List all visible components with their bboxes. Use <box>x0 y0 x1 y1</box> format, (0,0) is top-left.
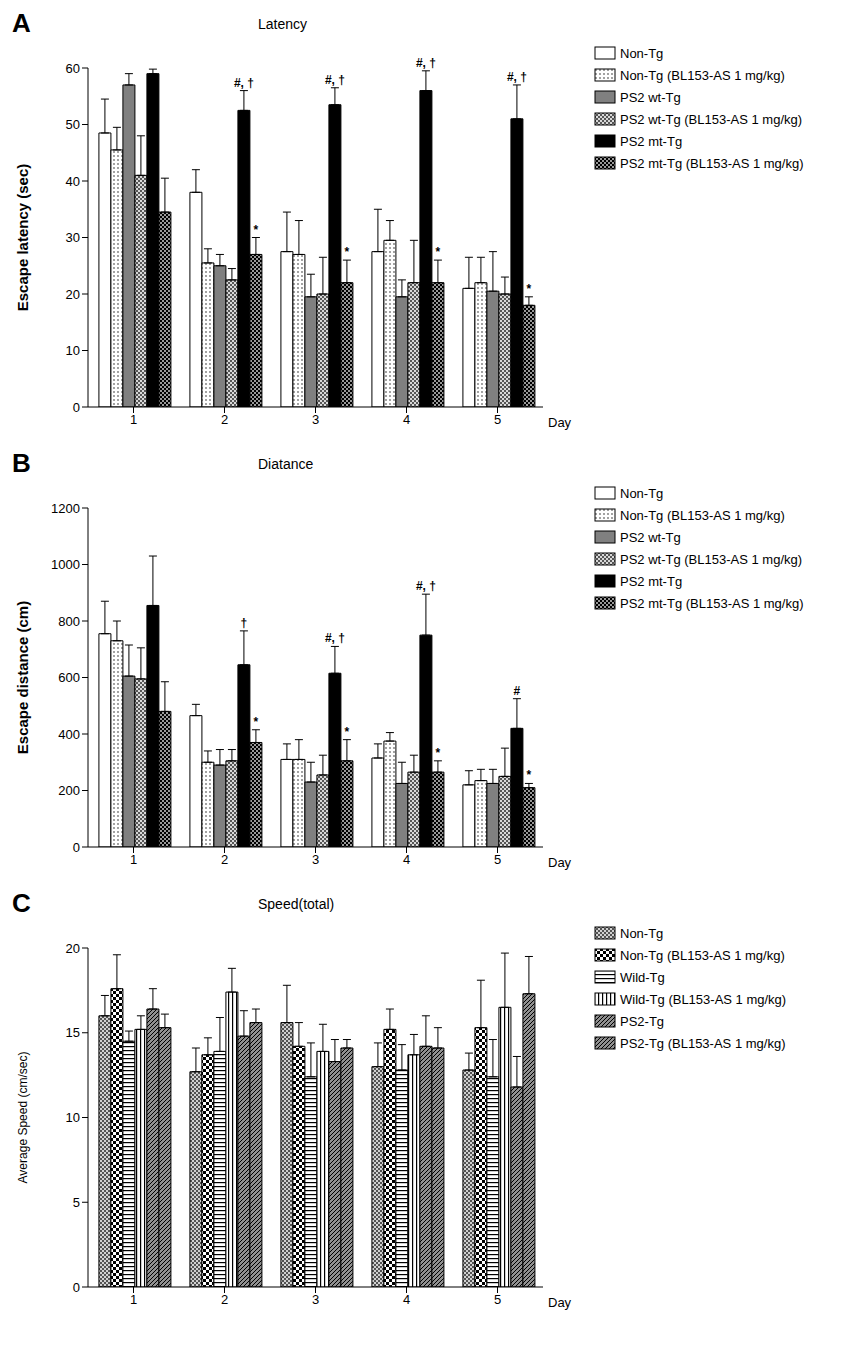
svg-text:#, †: #, † <box>325 73 345 87</box>
svg-text:Average Speed (cm/sec): Average Speed (cm/sec) <box>16 1052 30 1184</box>
svg-text:5: 5 <box>494 1292 501 1307</box>
svg-text:20: 20 <box>66 287 80 302</box>
svg-text:50: 50 <box>66 117 80 132</box>
svg-text:Day: Day <box>548 855 572 870</box>
svg-text:4: 4 <box>403 412 410 427</box>
svg-text:200: 200 <box>58 783 80 798</box>
html-text:PS2 mt-Tg: PS2 mt-Tg <box>620 133 683 149</box>
svg-text:#: # <box>514 684 521 698</box>
html-text:Wild-Tg: Wild-Tg <box>620 969 665 985</box>
html-text:A: A <box>12 8 31 38</box>
svg-text:60: 60 <box>66 61 80 76</box>
svg-text:#, †: #, † <box>507 70 527 84</box>
html-text:PS2 mt-Tg: PS2 mt-Tg <box>620 573 683 589</box>
svg-text:*: * <box>254 715 259 729</box>
svg-text:5: 5 <box>494 412 501 427</box>
svg-text:#, †: #, † <box>325 631 345 645</box>
svg-text:40: 40 <box>66 174 80 189</box>
html-text:Non-Tg: Non-Tg <box>620 485 664 501</box>
svg-text:1: 1 <box>130 412 137 427</box>
html-text:Non-Tg (BL153-AS 1 mg/kg): Non-Tg (BL153-AS 1 mg/kg) <box>620 67 785 83</box>
svg-text:3: 3 <box>312 412 319 427</box>
svg-text:*: * <box>436 746 441 760</box>
html-text:PS2 mt-Tg (BL153-AS 1 mg/kg): PS2 mt-Tg (BL153-AS 1 mg/kg) <box>620 155 804 171</box>
svg-text:2: 2 <box>221 1292 228 1307</box>
html-text:C: C <box>12 888 31 918</box>
html-text:B: B <box>12 448 31 478</box>
svg-text:10: 10 <box>66 343 80 358</box>
svg-text:20: 20 <box>66 941 80 956</box>
svg-text:†: † <box>241 616 248 630</box>
svg-text:Day: Day <box>548 1295 572 1310</box>
svg-text:*: * <box>254 223 259 237</box>
html-text:Non-Tg (BL153-AS 1 mg/kg): Non-Tg (BL153-AS 1 mg/kg) <box>620 947 785 963</box>
svg-text:Escape distance (cm): Escape distance (cm) <box>14 601 31 754</box>
html-text:Non-Tg (BL153-AS 1 mg/kg): Non-Tg (BL153-AS 1 mg/kg) <box>620 507 785 523</box>
svg-text:5: 5 <box>73 1195 80 1210</box>
svg-text:30: 30 <box>66 230 80 245</box>
html-text:PS2 wt-Tg (BL153-AS 1 mg/kg): PS2 wt-Tg (BL153-AS 1 mg/kg) <box>620 551 803 567</box>
html-text:Wild-Tg (BL153-AS 1 mg/kg): Wild-Tg (BL153-AS 1 mg/kg) <box>620 991 787 1007</box>
svg-text:0: 0 <box>73 1280 80 1295</box>
html-text:Diatance: Diatance <box>258 456 314 472</box>
svg-text:5: 5 <box>494 852 501 867</box>
svg-text:4: 4 <box>403 1292 410 1307</box>
svg-text:#, †: #, † <box>416 56 436 70</box>
svg-text:1: 1 <box>130 852 137 867</box>
svg-text:1200: 1200 <box>51 501 80 516</box>
svg-text:0: 0 <box>73 400 80 415</box>
html-text:Non-Tg: Non-Tg <box>620 925 664 941</box>
svg-text:1: 1 <box>130 1292 137 1307</box>
svg-text:Day: Day <box>548 415 572 430</box>
svg-text:3: 3 <box>312 1292 319 1307</box>
html-text:PS2 wt-Tg: PS2 wt-Tg <box>620 529 681 545</box>
svg-text:Escape latency (sec): Escape latency (sec) <box>14 164 31 312</box>
html-text:Non-Tg: Non-Tg <box>620 45 664 61</box>
svg-text:600: 600 <box>58 670 80 685</box>
svg-text:800: 800 <box>58 614 80 629</box>
svg-text:*: * <box>345 245 350 259</box>
svg-text:10: 10 <box>66 1110 80 1125</box>
html-text:PS2 wt-Tg (BL153-AS 1 mg/kg): PS2 wt-Tg (BL153-AS 1 mg/kg) <box>620 111 803 127</box>
html-text:PS2-Tg (BL153-AS 1 mg/kg): PS2-Tg (BL153-AS 1 mg/kg) <box>620 1035 786 1051</box>
svg-text:3: 3 <box>312 852 319 867</box>
html-text:PS2 mt-Tg (BL153-AS 1 mg/kg): PS2 mt-Tg (BL153-AS 1 mg/kg) <box>620 595 804 611</box>
svg-text:4: 4 <box>403 852 410 867</box>
html-text:PS2-Tg: PS2-Tg <box>620 1013 665 1029</box>
html-text:PS2 wt-Tg: PS2 wt-Tg <box>620 89 681 105</box>
svg-text:*: * <box>527 768 532 782</box>
svg-text:*: * <box>527 282 532 296</box>
svg-text:400: 400 <box>58 727 80 742</box>
svg-text:2: 2 <box>221 852 228 867</box>
html-text:Speed(total): Speed(total) <box>258 896 335 912</box>
svg-text:*: * <box>345 725 350 739</box>
svg-text:1000: 1000 <box>51 557 80 572</box>
svg-text:*: * <box>436 245 441 259</box>
svg-text:2: 2 <box>221 412 228 427</box>
html-text:Latency: Latency <box>258 16 307 32</box>
svg-text:0: 0 <box>73 840 80 855</box>
svg-text:15: 15 <box>66 1025 80 1040</box>
svg-text:#, †: #, † <box>234 76 254 90</box>
svg-text:#, †: #, † <box>416 579 436 593</box>
